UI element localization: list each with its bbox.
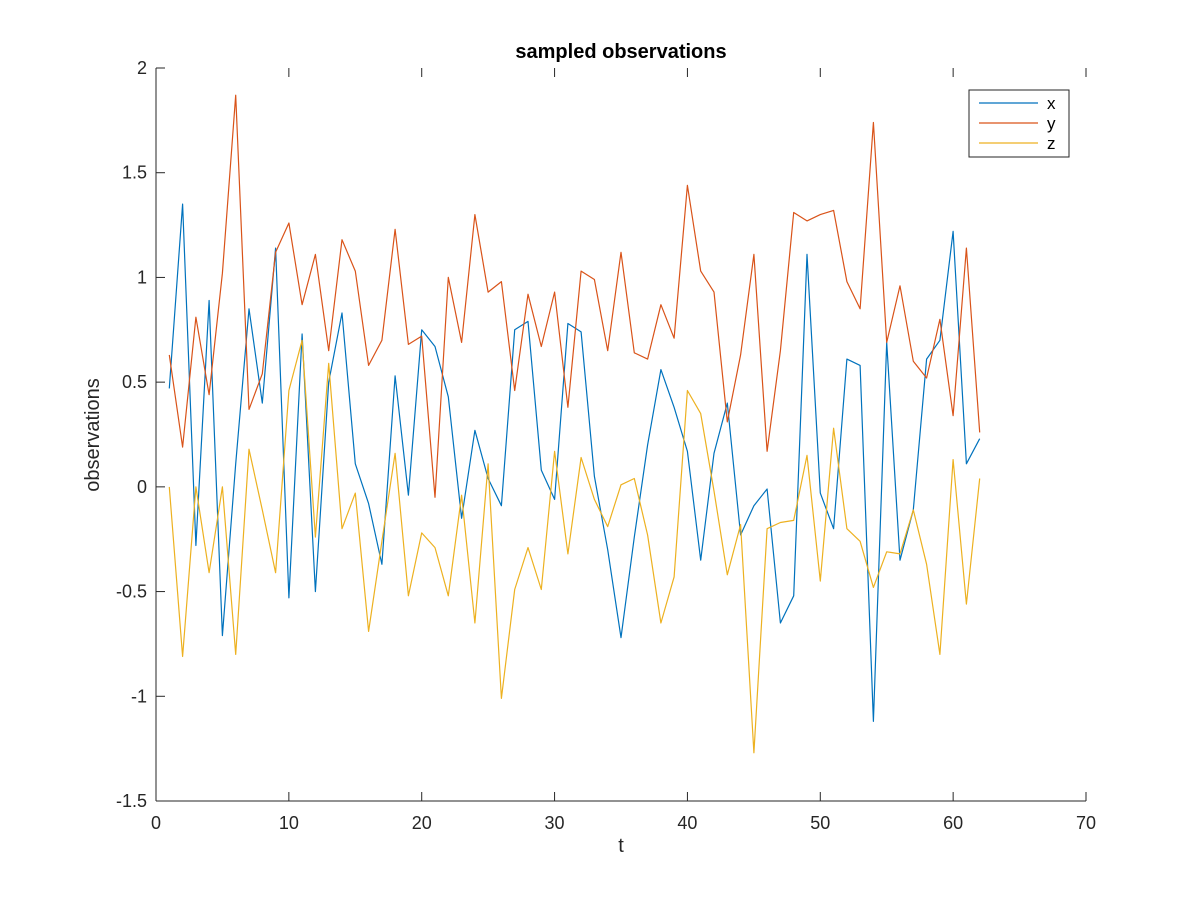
y-tick-label: -1 bbox=[131, 686, 147, 706]
y-tick-label: 1 bbox=[137, 267, 147, 287]
series-line-z bbox=[168, 339, 981, 754]
series-group bbox=[168, 94, 981, 754]
x-tick-label: 70 bbox=[1076, 813, 1096, 833]
x-tick-label: 10 bbox=[279, 813, 299, 833]
x-ticks: 0 10 20 30 40 50 60 70 bbox=[151, 68, 1096, 833]
legend-items: xyz bbox=[979, 94, 1056, 153]
chart-title: sampled observations bbox=[515, 41, 726, 63]
legend-label-z: z bbox=[1047, 134, 1056, 153]
y-tick-label: -1.5 bbox=[116, 791, 147, 811]
y-tick-label: -0.5 bbox=[116, 582, 147, 602]
legend: xyz bbox=[968, 89, 1070, 158]
y-tick-label: 1.5 bbox=[122, 163, 147, 183]
x-tick-label: 30 bbox=[545, 813, 565, 833]
x-tick-label: 20 bbox=[412, 813, 432, 833]
legend-label-x: x bbox=[1047, 94, 1056, 113]
y-tick-label: 2 bbox=[137, 58, 147, 78]
y-tick-label: 0.5 bbox=[122, 372, 147, 392]
y-ticks: -1.5 -1 -0.5 0 0.5 1 1.5 2 bbox=[116, 58, 165, 811]
series-line-y bbox=[168, 94, 981, 498]
y-tick-label: 0 bbox=[137, 477, 147, 497]
legend-label-y: y bbox=[1047, 114, 1056, 133]
y-axis-label: observations bbox=[82, 378, 104, 491]
x-tick-label: 60 bbox=[943, 813, 963, 833]
x-tick-label: 0 bbox=[151, 813, 161, 833]
axes-group bbox=[155, 68, 1086, 802]
plot-area-background bbox=[156, 68, 1086, 801]
x-axis-label: t bbox=[618, 835, 624, 857]
x-tick-label: 40 bbox=[677, 813, 697, 833]
x-tick-label: 50 bbox=[810, 813, 830, 833]
